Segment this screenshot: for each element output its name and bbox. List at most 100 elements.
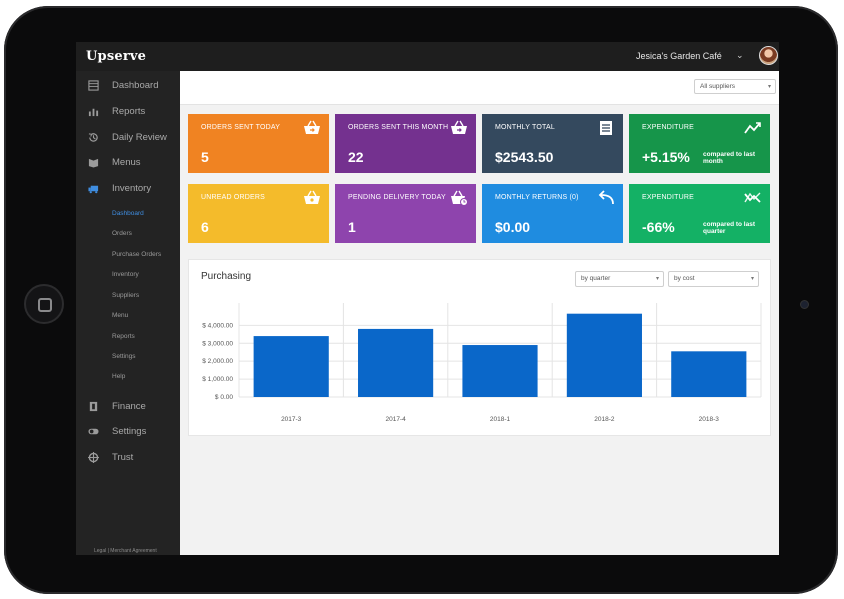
subnav-item-suppliers[interactable]: Suppliers (112, 292, 140, 299)
chevron-down-icon: ▾ (767, 84, 771, 90)
sidebar-item-label: Inventory (112, 183, 152, 194)
sidebar-item-settings[interactable]: Settings (76, 422, 180, 442)
supplier-select-value: All suppliers (700, 83, 736, 90)
card-comparison: compared to last quarter (703, 221, 756, 235)
basket-arrow-icon (304, 120, 320, 134)
sidebar: Dashboard Reports Daily Review Menus Inv… (76, 71, 180, 555)
subnav-item-inventory[interactable]: Inventory (112, 271, 139, 278)
sidebar-item-daily-review[interactable]: Daily Review (76, 128, 180, 148)
chart-title: Purchasing (201, 271, 252, 282)
metric-select-value: by cost (674, 275, 695, 282)
card-value: 6 (201, 219, 209, 235)
x-tick-label: 2017-4 (385, 416, 406, 423)
card-expenditure-quarter[interactable]: Expenditure -66% compared to last quarte… (629, 184, 770, 243)
card-comparison: compared to last month (703, 151, 756, 165)
basket-icon (304, 190, 320, 204)
card-monthly-total[interactable]: Monthly total $2543.50 (482, 114, 623, 173)
metric-select[interactable]: by cost ▾ (668, 271, 759, 287)
x-tick-label: 2018-2 (594, 416, 615, 423)
card-title: Monthly returns (0) (495, 194, 579, 201)
app-screen: Upserve Jesica's Garden Café ⌄ Dashboard… (76, 42, 779, 555)
main-content: All suppliers ▾ Orders sent today 5 Orde… (180, 71, 779, 555)
home-button[interactable] (24, 284, 64, 324)
venue-selector-label[interactable]: Jesica's Garden Café (636, 51, 722, 61)
bar[interactable] (671, 351, 747, 397)
chevron-down-icon: ▾ (655, 276, 659, 282)
subnav-item-settings[interactable]: Settings (112, 353, 136, 360)
subnav-item-reports[interactable]: Reports (112, 333, 135, 340)
avatar[interactable] (759, 46, 778, 65)
card-title: Pending delivery today (348, 194, 446, 201)
sidebar-item-label: Settings (112, 426, 147, 437)
subnav-item-dashboard[interactable]: Dashboard (112, 210, 144, 217)
x-tick-label: 2018-3 (699, 416, 720, 423)
card-expenditure-month[interactable]: Expenditure +5.15% compared to last mont… (629, 114, 770, 173)
y-tick-label: $ 0.00 (215, 394, 233, 401)
card-title: Expenditure (642, 124, 694, 131)
period-select-value: by quarter (581, 275, 611, 282)
camera-lens (800, 300, 809, 309)
card-title: Monthly total (495, 124, 555, 131)
bar[interactable] (462, 345, 538, 397)
card-value: $0.00 (495, 219, 531, 235)
basket-arrow-icon (451, 120, 467, 134)
card-monthly-returns[interactable]: Monthly returns (0) $0.00 (482, 184, 623, 243)
subnav-item-orders[interactable]: Orders (112, 230, 132, 237)
subnav-item-help[interactable]: Help (112, 373, 126, 380)
sidebar-item-label: Finance (112, 401, 146, 412)
sidebar-item-label: Reports (112, 106, 146, 117)
history-icon (88, 133, 98, 142)
calendar-icon (88, 80, 99, 91)
x-tick-label: 2018-1 (490, 416, 511, 423)
filter-bar: All suppliers ▾ (180, 71, 779, 105)
sidebar-item-menus[interactable]: Menus (76, 153, 180, 173)
sidebar-item-label: Menus (112, 157, 141, 168)
y-tick-label: $ 4,000.00 (202, 322, 233, 329)
supplier-select[interactable]: All suppliers ▾ (694, 79, 776, 94)
bar[interactable] (253, 336, 329, 397)
card-orders-sent-today[interactable]: Orders sent today 5 (188, 114, 329, 173)
card-value: 5 (201, 149, 209, 165)
return-arrow-icon (598, 190, 614, 205)
truck-icon (88, 185, 99, 194)
target-icon (88, 452, 99, 463)
period-select[interactable]: by quarter ▾ (575, 271, 664, 287)
subnav-item-purchase-orders[interactable]: Purchase Orders (112, 251, 162, 258)
list-icon (600, 121, 612, 135)
card-unread-orders[interactable]: Unread orders 6 (188, 184, 329, 243)
card-value: -66% (642, 219, 675, 235)
sidebar-item-finance[interactable]: Finance (76, 397, 180, 417)
card-title: Expenditure (642, 194, 694, 201)
top-bar: Upserve Jesica's Garden Café ⌄ (76, 42, 779, 71)
trend-icon (744, 122, 761, 134)
y-tick-label: $ 1,000.00 (202, 376, 233, 383)
bank-icon (89, 401, 98, 412)
card-title: Orders sent this month (348, 124, 449, 131)
app-logo[interactable]: Upserve (86, 49, 147, 64)
sidebar-item-label: Daily Review (112, 132, 167, 143)
toggle-icon (88, 428, 99, 435)
card-title: Unread orders (201, 194, 266, 201)
legal-links[interactable]: Legal | Merchant Agreement (94, 548, 157, 554)
sidebar-item-label: Trust (112, 452, 134, 463)
card-value: $2543.50 (495, 149, 554, 165)
x-tick-label: 2017-3 (281, 416, 302, 423)
card-pending-delivery-today[interactable]: Pending delivery today 1 (335, 184, 476, 243)
subnav-item-menu[interactable]: Menu (112, 312, 129, 319)
purchasing-panel: Purchasing by quarter ▾ by cost ▾ $ 0.00… (188, 259, 771, 436)
card-orders-sent-this-month[interactable]: Orders sent this month 22 (335, 114, 476, 173)
y-tick-label: $ 2,000.00 (202, 358, 233, 365)
bar[interactable] (566, 313, 642, 397)
sidebar-item-trust[interactable]: Trust (76, 448, 180, 468)
card-value: 1 (348, 219, 356, 235)
sidebar-item-label: Dashboard (112, 80, 159, 91)
sidebar-item-dashboard[interactable]: Dashboard (76, 76, 180, 96)
sidebar-item-reports[interactable]: Reports (76, 102, 180, 122)
sidebar-item-inventory[interactable]: Inventory (76, 179, 180, 199)
purchasing-bar-chart: $ 0.00 $ 1,000.00 $ 2,000.00 $ 3,000.00 $ 4,… (202, 303, 762, 423)
chevron-down-icon[interactable]: ⌄ (736, 50, 744, 60)
card-title: Orders sent today (201, 124, 281, 131)
bar[interactable] (358, 328, 434, 397)
chevron-down-icon: ▾ (750, 276, 754, 282)
card-value: 22 (348, 149, 364, 165)
